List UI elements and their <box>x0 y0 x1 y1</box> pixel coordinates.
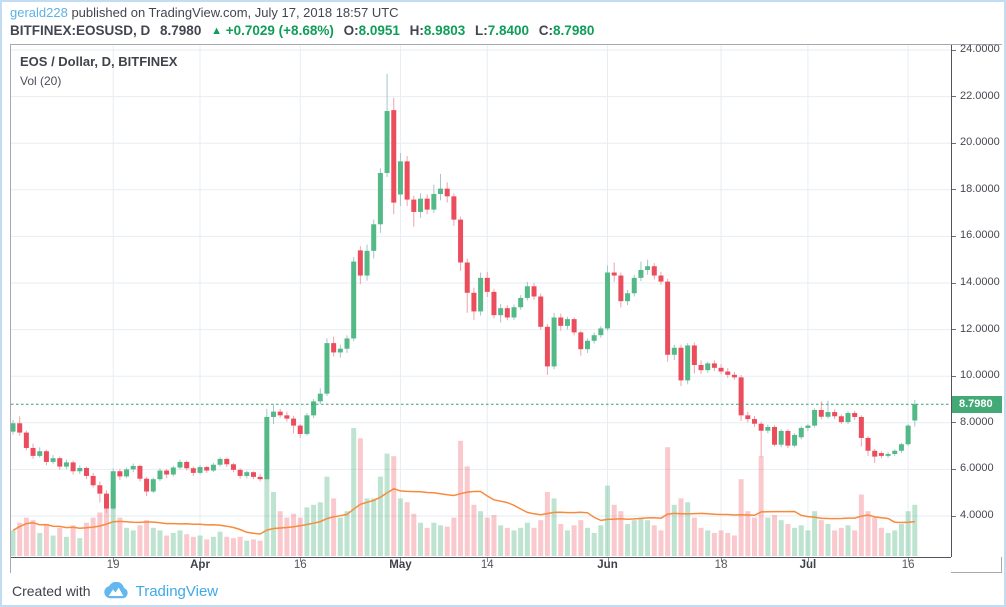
price-tick-label: 12.0000 <box>960 322 1000 335</box>
price-tick-label: 16.0000 <box>960 229 1000 242</box>
volume-ma-line <box>12 487 915 535</box>
quote-line: BITFINEX:EOSUSD, D 8.7980 ▲ +0.7029 (+8.… <box>10 23 594 40</box>
time-tick <box>908 558 910 562</box>
high-label: H: <box>409 23 424 38</box>
high-value: 8.9803 <box>423 23 466 38</box>
time-tick-label: Jul <box>799 559 817 571</box>
price-tick <box>952 515 956 517</box>
volume-layer <box>11 428 918 556</box>
time-tick-label: May <box>389 559 412 571</box>
time-tick <box>721 558 723 562</box>
candle-layer <box>11 73 918 514</box>
price-tick <box>952 468 956 470</box>
open-label: O: <box>343 23 359 38</box>
time-tick-label: 18 <box>714 559 728 571</box>
price-tick <box>952 422 956 424</box>
time-tick-label: Jun <box>597 559 618 571</box>
price-tick-label: 10.0000 <box>960 369 1000 382</box>
time-tick <box>400 558 402 562</box>
time-tick <box>807 558 809 562</box>
price-tick-label: 24.0000 <box>960 43 1000 55</box>
open-value: 8.0951 <box>358 23 400 38</box>
price-axis[interactable]: 8.7980 24.0000 22.0000 20.0000 18.0000 16.00… <box>951 43 1002 557</box>
price-tick-label: 20.0000 <box>960 136 1000 149</box>
low-label: L: <box>474 23 488 38</box>
price-tick <box>952 282 956 284</box>
time-tick-label: 16 <box>293 559 307 571</box>
price-chart[interactable] <box>11 45 951 557</box>
price-tick-label: 8.0000 <box>960 415 994 428</box>
last-price-badge: 8.7980 <box>952 395 1002 413</box>
time-tick <box>113 558 115 562</box>
time-tick <box>300 558 302 562</box>
tradingview-brand-link[interactable]: TradingView <box>135 582 219 600</box>
chart-frame: EOS / Dollar, D, BITFINEX Vol (20) 8.798… <box>10 43 1002 573</box>
price-tick <box>952 142 956 144</box>
created-with-text: Created with <box>12 583 91 599</box>
time-tick-label: 14 <box>480 559 494 571</box>
price-tick <box>952 49 956 51</box>
time-tick <box>487 558 489 562</box>
low-value: 7.8400 <box>487 23 530 38</box>
price-tick-label: 22.0000 <box>960 89 1000 102</box>
price-tick-label: 6.0000 <box>960 462 994 475</box>
last-price: 8.7980 <box>160 23 202 38</box>
time-axis[interactable]: 19 Apr 16 May 14 Jun 18 Jul 16 <box>11 557 951 573</box>
publish-line: gerald228 published on TradingView.com, … <box>10 5 594 21</box>
price-tick-label: 4.0000 <box>960 509 994 521</box>
symbol-label: BITFINEX:EOSUSD, D <box>10 23 151 38</box>
price-tick <box>952 375 956 377</box>
price-change: +0.7029 (+8.68%) <box>225 23 334 38</box>
tradingview-logo-icon <box>103 582 128 599</box>
price-tick <box>952 329 956 331</box>
price-tick-label: 18.0000 <box>960 182 1000 195</box>
price-tick <box>952 235 956 237</box>
time-tick <box>200 558 202 562</box>
time-tick-label: Apr <box>190 559 210 571</box>
time-tick-label: 16 <box>901 559 915 571</box>
close-label: C: <box>538 23 554 38</box>
up-arrow-icon: ▲ <box>211 25 222 37</box>
published-text: published on TradingView.com, July 17, 2… <box>67 5 399 20</box>
footer: Created with TradingView <box>12 579 218 603</box>
price-tick-label: 14.0000 <box>960 276 1000 288</box>
time-tick-label: 19 <box>106 559 120 571</box>
header: gerald228 published on TradingView.com, … <box>10 5 594 40</box>
price-tick <box>952 189 956 191</box>
price-tick <box>952 96 956 98</box>
close-value: 8.7980 <box>553 23 595 38</box>
time-tick <box>607 558 609 562</box>
username-link[interactable]: gerald228 <box>10 5 68 20</box>
